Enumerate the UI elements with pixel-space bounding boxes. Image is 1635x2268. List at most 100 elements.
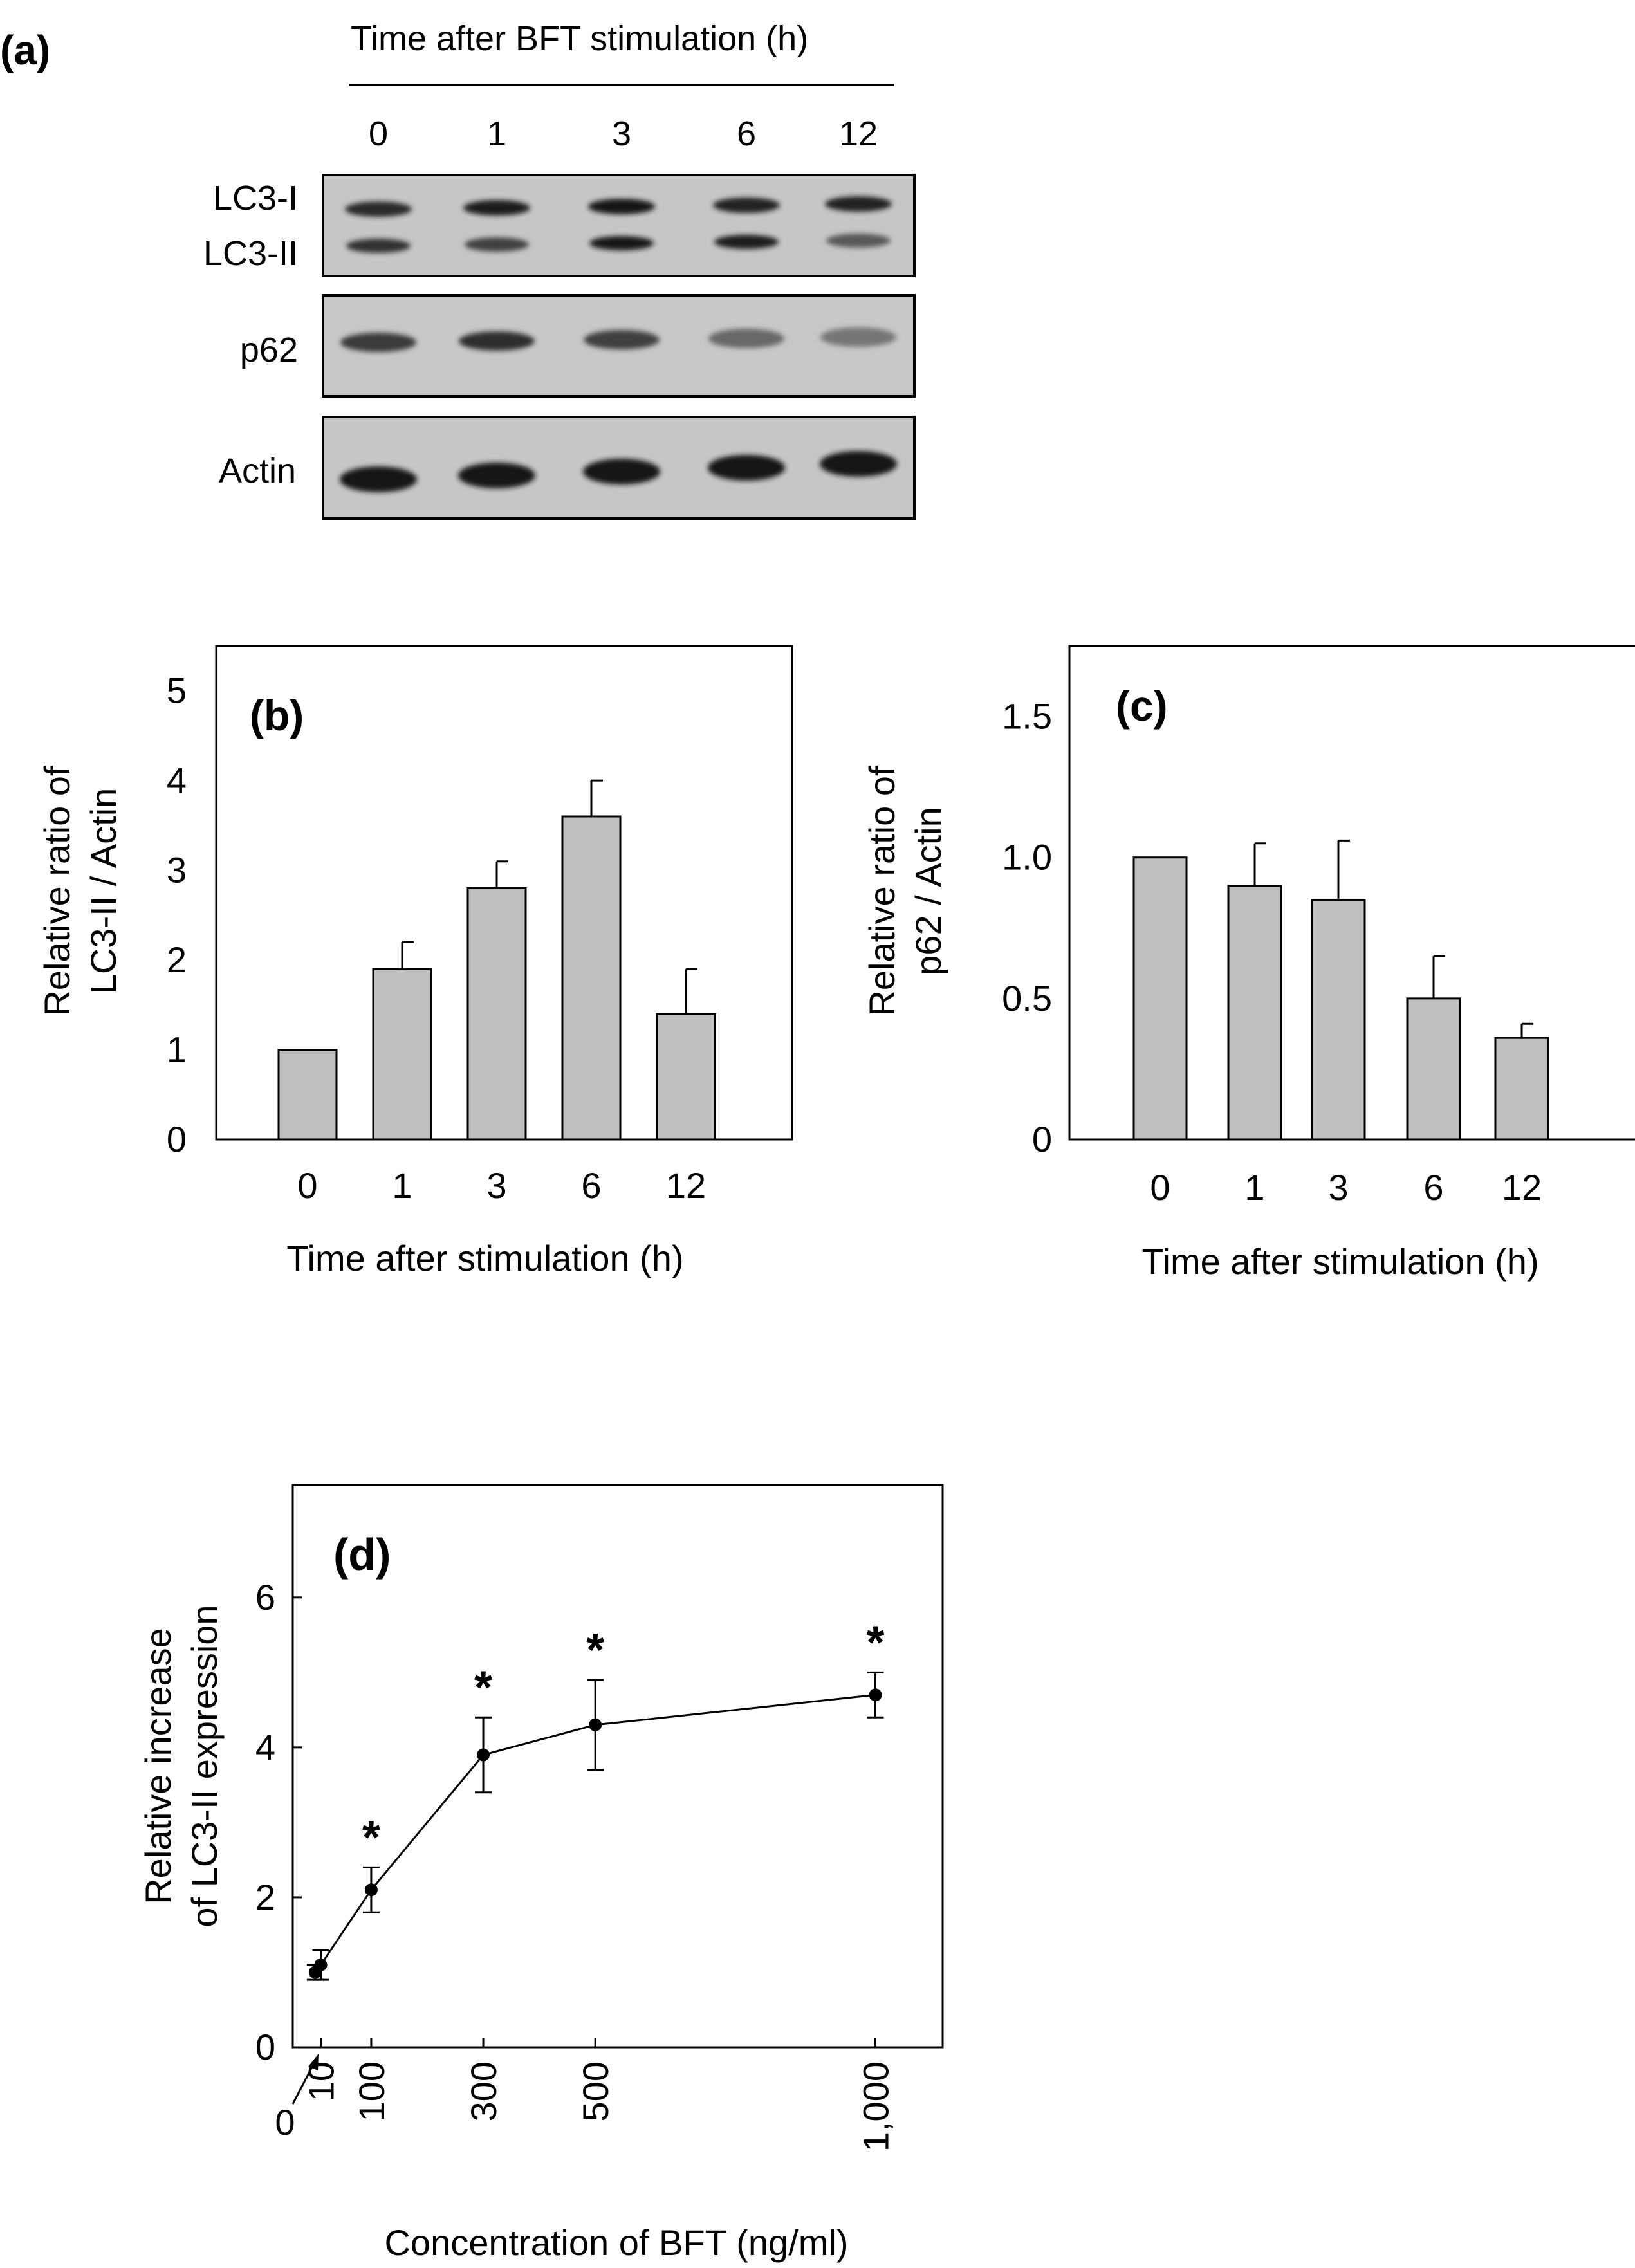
band-lc3-i-lane-1 xyxy=(463,200,530,216)
panel-b-ytick-label: 5 xyxy=(167,670,187,711)
band-p62-lane-6 xyxy=(708,329,784,348)
panel-d-ytick-label: 2 xyxy=(255,1877,275,1917)
zero-arrow-head xyxy=(308,2054,319,2070)
panel-b-ylabel-line1: Relative ratio of xyxy=(37,766,77,1017)
band-actin-lane-0 xyxy=(340,466,417,492)
panel-d-ytick-label: 0 xyxy=(255,2027,275,2067)
panel-c-xtick-label-3: 3 xyxy=(1328,1167,1348,1208)
panel-d-point-500 xyxy=(589,1718,602,1731)
band-actin-lane-1 xyxy=(458,463,535,488)
panel-c-ytick-label: 1.0 xyxy=(1002,837,1052,878)
band-p62-lane-3 xyxy=(584,330,660,349)
panel-c-ylabel-line2: p62 / Actin xyxy=(908,807,948,975)
panel-d-significance-1000: * xyxy=(867,1617,885,1668)
panel-d-point-300 xyxy=(477,1748,490,1762)
panel-a-label: (a) xyxy=(0,27,50,73)
lane-label-0: 0 xyxy=(369,115,388,153)
panel-b-ytick-label: 4 xyxy=(167,760,187,800)
band-actin-lane-6 xyxy=(708,455,785,481)
panel-d-xtick-label: 300 xyxy=(463,2061,504,2121)
p62-label: p62 xyxy=(240,331,298,369)
panel-b-xtick-label-6: 6 xyxy=(581,1165,601,1206)
panel-d-point-10 xyxy=(314,1958,328,1971)
band-actin-lane-3 xyxy=(583,459,660,484)
blot-header: Time after BFT stimulation (h) xyxy=(351,19,808,58)
panel-d-significance-500: * xyxy=(586,1625,604,1676)
panel-b-xtick-label-1: 1 xyxy=(392,1165,412,1206)
panel-d-ytick-label: 6 xyxy=(255,1577,275,1618)
panel-c-bar-12 xyxy=(1494,1037,1549,1141)
panel-d-point-100 xyxy=(364,1883,378,1897)
lc3-i-label: LC3-I xyxy=(213,179,298,217)
panel-c-xtick-label-0: 0 xyxy=(1150,1167,1170,1208)
panel-b-ytick-label: 0 xyxy=(167,1119,187,1159)
band-p62-lane-0 xyxy=(340,333,416,352)
panel-b-ytick-label: 1 xyxy=(167,1029,187,1070)
band-lc3-ii-lane-12 xyxy=(826,234,891,248)
panel-c-ytick-label: 0 xyxy=(1032,1119,1052,1159)
panel-b-xtick-label-0: 0 xyxy=(297,1165,317,1206)
lane-label-3: 3 xyxy=(612,115,631,153)
lane-label-12: 12 xyxy=(839,115,878,153)
panel-c-bar-3 xyxy=(1311,898,1366,1141)
panel-d-xlabel: Concentration of BFT (ng/ml) xyxy=(384,2222,848,2263)
band-lc3-ii-lane-3 xyxy=(589,236,654,250)
band-p62-lane-1 xyxy=(459,331,535,351)
band-lc3-ii-lane-1 xyxy=(465,237,529,252)
band-actin-lane-12 xyxy=(820,451,897,477)
panel-b-bar-12 xyxy=(656,1013,716,1141)
panel-c-xlabel: Time after stimulation (h) xyxy=(1141,1241,1538,1282)
panel-d-ylabel-line1: Relative increase xyxy=(138,1628,178,1904)
panel-d-xtick-label: 500 xyxy=(575,2061,616,2121)
panel-d-frame xyxy=(291,1484,944,2049)
panel-d-point-1000 xyxy=(869,1688,882,1702)
actin-label: Actin xyxy=(219,452,296,490)
panel-c-ylabel-line1: Relative ratio of xyxy=(862,766,902,1017)
band-lc3-ii-lane-6 xyxy=(714,235,779,249)
band-p62-lane-12 xyxy=(820,327,896,347)
panel-b-label: (b) xyxy=(250,692,304,739)
panel-d-xtick-label: 1,000 xyxy=(856,2061,896,2152)
band-lc3-i-lane-6 xyxy=(713,198,780,213)
panel-b-xtick-label-12: 12 xyxy=(666,1165,706,1206)
panel-c-ytick-label: 1.5 xyxy=(1002,696,1052,737)
panel-c-bar-0 xyxy=(1132,856,1188,1141)
panel-c-ytick-label: 0.5 xyxy=(1002,978,1052,1019)
lc3-ii-label: LC3-II xyxy=(203,234,298,273)
panel-d-ytick-label: 4 xyxy=(255,1727,275,1767)
panel-b-xlabel: Time after stimulation (h) xyxy=(286,1238,683,1278)
panel-c-xtick-label-6: 6 xyxy=(1423,1167,1443,1208)
lane-label-1: 1 xyxy=(487,115,506,153)
panel-d-xtick-label: 10 xyxy=(301,2061,342,2101)
zero-arrow-shaft xyxy=(291,2063,315,2105)
panel-b-bar-0 xyxy=(277,1049,338,1141)
panel-d-significance-300: * xyxy=(474,1662,492,1713)
panel-d-significance-100: * xyxy=(362,1812,380,1863)
lane-label-6: 6 xyxy=(737,115,756,153)
panel-c-bar-1 xyxy=(1227,885,1282,1141)
panel-c-xtick-label-12: 12 xyxy=(1502,1167,1542,1208)
panel-d-chart: (d) 0 2 4 6 10 100 300 500 1,000 * * * * 0 Concent… xyxy=(138,1484,944,2263)
panel-c-bar-6 xyxy=(1406,997,1461,1141)
panel-a-western-blot: (a) Time after BFT stimulation (h) 0 1 3… xyxy=(0,19,916,520)
panel-c-xtick-label-1: 1 xyxy=(1244,1167,1264,1208)
panel-d-ylabel-line2: of LC3-II expression xyxy=(184,1605,225,1927)
band-lc3-ii-lane-0 xyxy=(346,239,411,253)
panel-b-bar-1 xyxy=(372,968,432,1141)
zero-label: 0 xyxy=(275,2102,295,2143)
panel-b-bar-3 xyxy=(466,887,527,1141)
panel-c-label: (c) xyxy=(1116,682,1168,730)
panel-b-bar-6 xyxy=(561,815,622,1141)
panel-b-ytick-label: 2 xyxy=(167,939,187,980)
zero-concentration-marker: 0 xyxy=(275,2054,319,2143)
panel-d-label: (d) xyxy=(333,1529,391,1580)
panel-c-chart: (c) 0 0.5 1.0 1.5 0 1 3 6 12 Time after stimula… xyxy=(862,645,1635,1282)
panel-b-ylabel-line2: LC3-II / Actin xyxy=(83,788,124,995)
panel-b-ytick-label: 3 xyxy=(167,850,187,890)
lc3-blot-box xyxy=(322,174,916,277)
band-lc3-i-lane-3 xyxy=(588,199,655,214)
panel-d-xtick-label: 100 xyxy=(351,2061,392,2121)
panel-b-xtick-label-3: 3 xyxy=(486,1165,506,1206)
